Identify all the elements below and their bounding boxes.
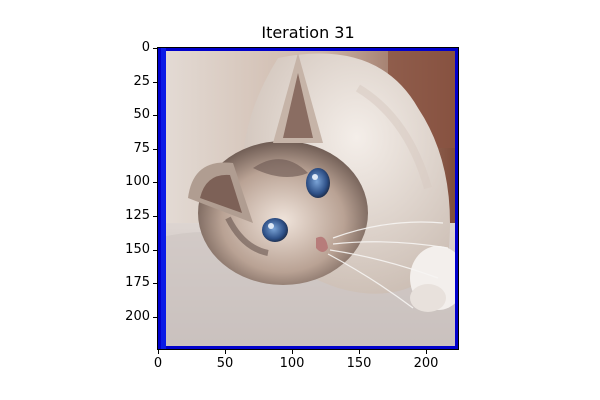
y-tick-mark <box>153 250 158 251</box>
y-tick-label: 100 <box>125 174 150 189</box>
x-tick-mark <box>292 349 293 354</box>
blue-left-bar <box>161 48 166 349</box>
y-tick-label: 200 <box>125 309 150 324</box>
y-tick-label: 0 <box>141 40 150 55</box>
image-plot-area <box>158 48 458 349</box>
y-tick-mark <box>153 216 158 217</box>
y-tick-label: 25 <box>133 74 150 89</box>
y-tick-mark <box>153 283 158 284</box>
x-tick-mark <box>225 349 226 354</box>
y-tick-label: 125 <box>125 208 150 223</box>
x-tick-label: 150 <box>346 356 372 371</box>
y-tick-mark <box>153 182 158 183</box>
x-tick-label: 200 <box>413 356 439 371</box>
cat-photo <box>158 48 458 349</box>
y-tick-label: 50 <box>133 107 150 122</box>
spine-bottom <box>157 349 459 350</box>
plot-title: Iteration 31 <box>261 23 355 42</box>
y-tick-mark <box>153 48 158 49</box>
spine-right <box>458 47 459 350</box>
y-tick-mark <box>153 82 158 83</box>
x-tick-label: 0 <box>153 356 163 371</box>
blue-bounding-box <box>158 48 458 349</box>
y-tick-label: 75 <box>133 141 150 156</box>
spine-top <box>157 47 459 48</box>
x-tick-label: 100 <box>279 356 305 371</box>
x-tick-mark <box>426 349 427 354</box>
y-tick-mark <box>153 115 158 116</box>
spine-left <box>157 47 158 350</box>
y-tick-label: 175 <box>125 275 150 290</box>
x-tick-mark <box>359 349 360 354</box>
y-tick-mark <box>153 317 158 318</box>
x-tick-label: 50 <box>216 356 234 371</box>
y-tick-label: 150 <box>125 242 150 257</box>
y-tick-mark <box>153 149 158 150</box>
x-tick-mark <box>158 349 159 354</box>
